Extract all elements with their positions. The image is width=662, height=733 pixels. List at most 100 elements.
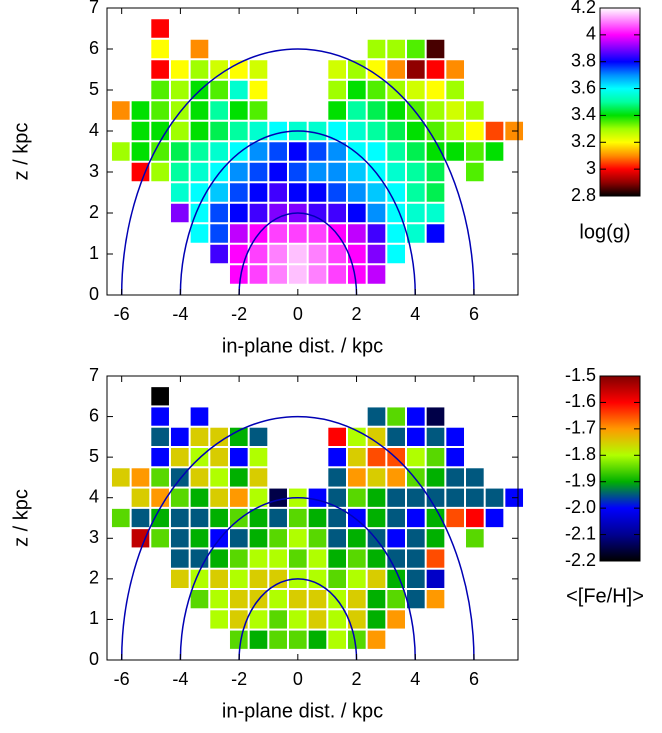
heat-cell (151, 121, 169, 141)
heat-cell (328, 162, 346, 182)
heat-cell (229, 549, 248, 568)
heat-cell (170, 203, 189, 223)
heat-cell (426, 488, 445, 507)
heat-cell (347, 468, 366, 487)
heat-cell (210, 488, 228, 507)
heat-cell (229, 203, 248, 223)
heat-cell (151, 101, 169, 120)
heat-cell (288, 529, 307, 548)
colorbar-label: log(g) (579, 221, 630, 243)
colorbar-tick-label: -2.2 (565, 550, 596, 570)
heat-cell (190, 488, 209, 507)
heat-cell (347, 224, 366, 243)
heat-cell (407, 590, 425, 609)
heat-cell (210, 183, 228, 202)
heat-cell (308, 162, 327, 182)
heat-cell (347, 162, 366, 182)
heat-cell (485, 142, 504, 161)
heat-cell (367, 60, 386, 79)
heat-cell (387, 468, 406, 487)
colorbar-tick-label: -1.9 (565, 470, 596, 490)
heat-cell (367, 265, 386, 284)
heat-cell (328, 121, 346, 141)
heat-cell (229, 265, 248, 284)
heat-cell (367, 569, 386, 588)
y-tick-label: 6 (89, 405, 99, 425)
heat-cell (347, 569, 366, 588)
x-tick-label: -6 (114, 669, 130, 689)
heat-cell (170, 549, 189, 568)
y-tick-label: 7 (89, 365, 99, 385)
heat-cell (367, 244, 386, 264)
heat-cell (328, 630, 346, 649)
heat-cell (347, 529, 366, 548)
heat-cell (466, 101, 484, 120)
colorbar-tick-label: -2.1 (565, 523, 596, 543)
heat-cell (229, 162, 248, 182)
heat-cell (269, 590, 287, 609)
colorbar-tick-label: 3.2 (571, 131, 596, 151)
heat-cell (407, 569, 425, 588)
heat-cell (367, 101, 386, 120)
heat-cell (446, 508, 465, 528)
heat-cell (387, 529, 406, 548)
heat-cell (387, 427, 406, 446)
heat-cell (151, 387, 169, 406)
y-tick-label: 3 (89, 161, 99, 181)
heat-cell (426, 407, 445, 426)
heat-cell (347, 448, 366, 467)
heat-cell (249, 427, 268, 446)
heat-cell (308, 121, 327, 141)
heat-cell (131, 121, 150, 141)
heat-cell (210, 569, 228, 588)
heat-cell (229, 448, 248, 467)
colorbar (599, 7, 641, 197)
heat-cell (347, 244, 366, 264)
heat-cell (288, 265, 307, 284)
heat-cell (210, 101, 228, 120)
plot-frame (106, 375, 519, 661)
x-tick-label: -2 (231, 669, 247, 689)
heat-cell (111, 142, 130, 161)
heat-cell (367, 590, 386, 609)
heat-cell (249, 529, 268, 548)
x-tick-label: 0 (293, 669, 303, 689)
y-tick-label: 2 (89, 568, 99, 588)
heat-cell (131, 488, 150, 507)
heat-cell (308, 610, 327, 629)
y-tick-label: 6 (89, 38, 99, 58)
contour-arc (238, 578, 358, 660)
heat-cell (210, 224, 228, 243)
heat-cell (170, 142, 189, 161)
heat-cell (190, 529, 209, 548)
heat-cell (249, 610, 268, 629)
heat-cell (347, 203, 366, 223)
heat-cell (466, 468, 484, 487)
heat-cell (111, 101, 130, 120)
heat-cell (190, 142, 209, 161)
heat-cell (269, 224, 287, 243)
heat-cell (229, 101, 248, 120)
heat-cell (387, 224, 406, 243)
heat-cell (328, 468, 346, 487)
heat-cell (387, 121, 406, 141)
heat-cell (367, 203, 386, 223)
heat-cell (190, 162, 209, 182)
heat-cell (367, 508, 386, 528)
contour-arc (238, 212, 358, 295)
heat-cell (407, 488, 425, 507)
heat-cell (308, 630, 327, 649)
heat-cell (288, 244, 307, 264)
x-tick-label: 2 (352, 304, 362, 324)
heat-cell (151, 488, 169, 507)
y-axis-label: z / kpc (10, 123, 32, 181)
heat-cell (446, 101, 465, 120)
heat-cell (308, 203, 327, 223)
heat-cell (407, 80, 425, 100)
heat-cell (131, 508, 150, 528)
heat-cell (269, 549, 287, 568)
heat-cell (269, 488, 287, 507)
heat-cell (407, 203, 425, 223)
heat-cell (210, 121, 228, 141)
heat-cell (190, 508, 209, 528)
